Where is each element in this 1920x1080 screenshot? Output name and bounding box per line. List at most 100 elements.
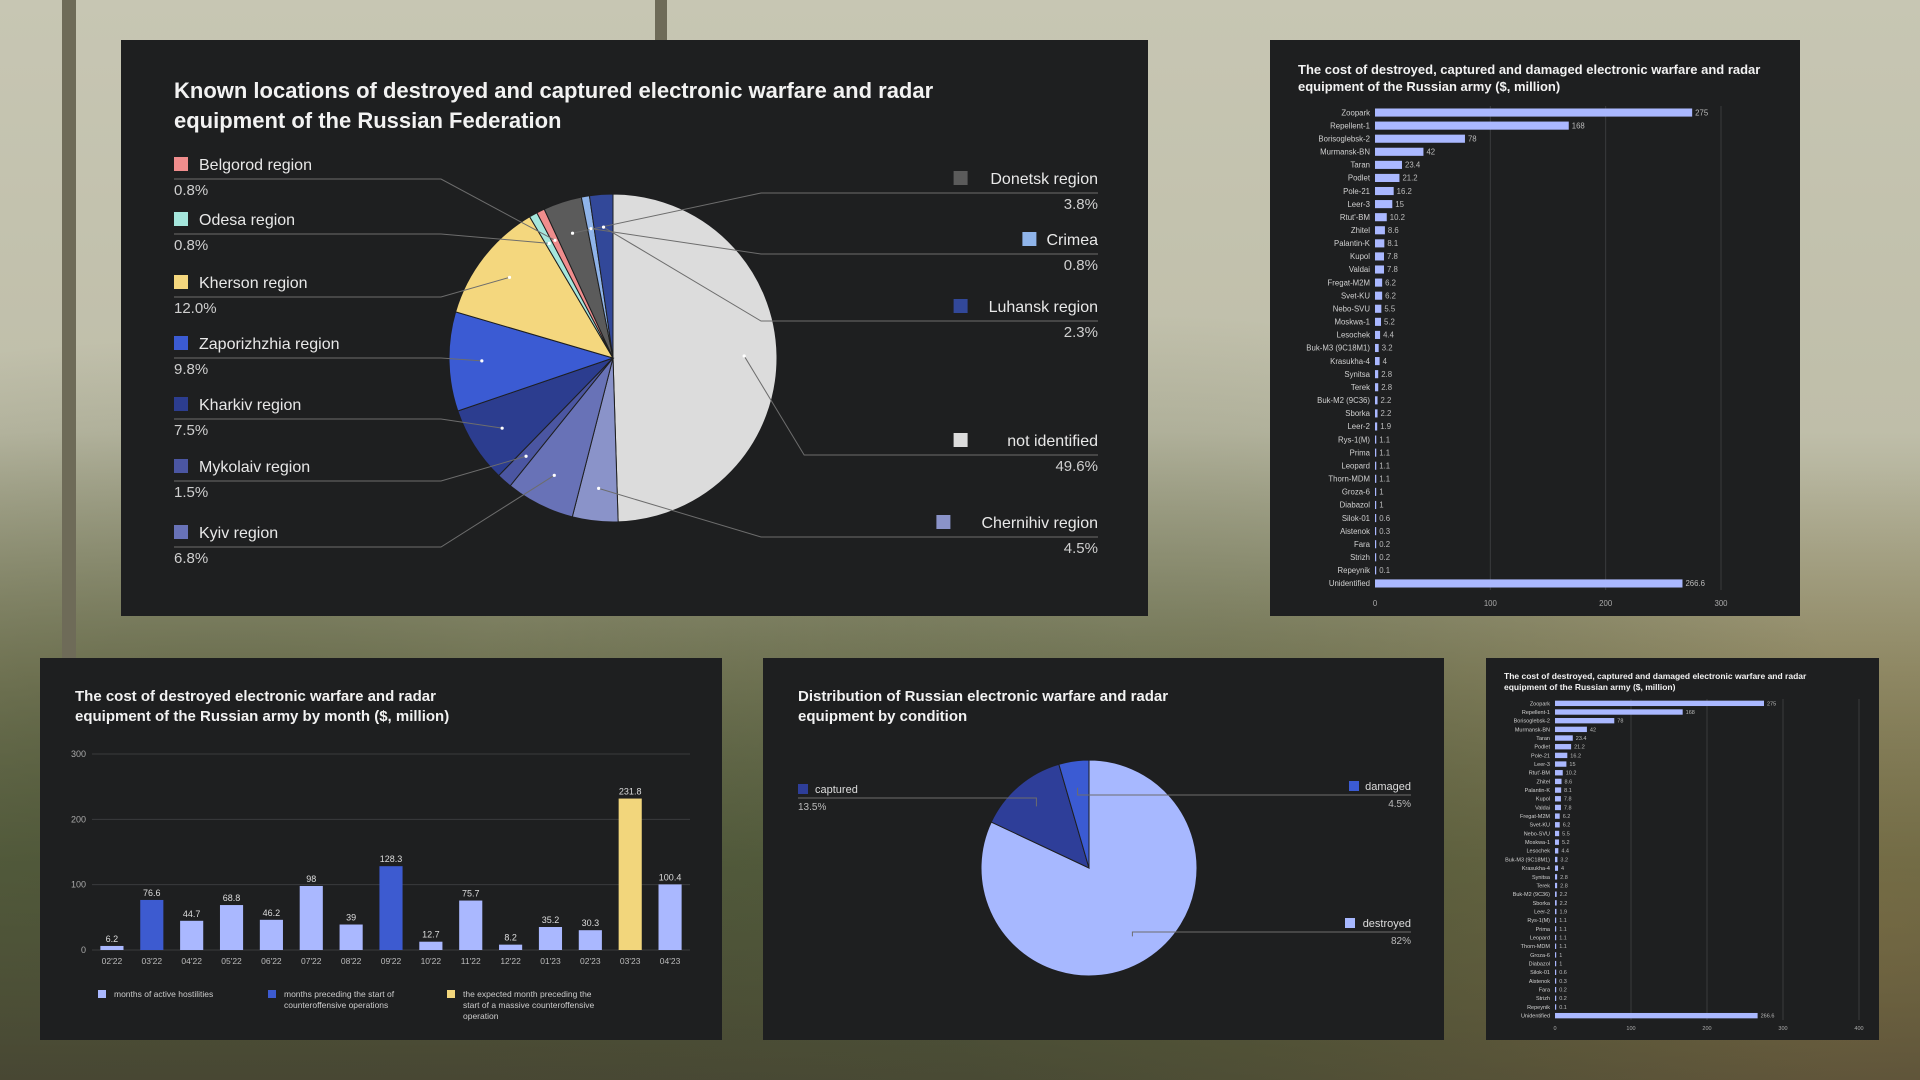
hbar2-value-pole-21: 16.2 (1570, 753, 1581, 759)
hbar1-label-leer-2: Leer-2 (1347, 422, 1370, 431)
hbar1-value-repellent-1: 168 (1572, 121, 1585, 130)
vbar-ytick-0: 0 (81, 945, 86, 955)
monthly-cost-panel: The cost of destroyed electronic warfare… (40, 658, 722, 1040)
hbar1-value-rtut-bm: 10.2 (1390, 213, 1405, 222)
vbar-bar-02-23 (578, 930, 602, 950)
hbar1-label-murmansk-bn: Murmansk-BN (1320, 148, 1370, 157)
hbar2-value-zhitel: 8.6 (1565, 779, 1573, 785)
vbar-xtick-04-22: 04'22 (181, 956, 202, 966)
monthly-cost-chart: The cost of destroyed electronic warfare… (71, 688, 690, 1021)
hbar1-bar-podlet (1375, 173, 1400, 183)
hbar1-value-moskwa-1: 5.2 (1384, 318, 1395, 327)
equipment-cost-panel-small: The cost of destroyed, captured and dama… (1486, 658, 1879, 1040)
hbar1-label-svet-ku: Svet-KU (1341, 291, 1370, 300)
hbar2-value-krasukha-4: 4 (1561, 866, 1564, 872)
hbar1-bar-murmansk-bn (1375, 147, 1424, 156)
leader-dot-odesa-region (547, 241, 551, 245)
hbar2-bar-palantin-k (1555, 787, 1562, 793)
hbar2-value-lesochek: 4.4 (1561, 849, 1569, 855)
vbar-legend-label-2-line-1: months preceding the start of (284, 989, 395, 999)
hbar2-value-strizh: 0.2 (1559, 996, 1567, 1002)
hbar1-xtick-0: 0 (1373, 599, 1378, 608)
hbar2-bar-terek (1555, 882, 1558, 889)
hbar2-value-leer-2: 1.9 (1559, 909, 1567, 915)
hbar2-label-lesochek: Lesochek (1526, 849, 1550, 855)
hbar2-label-sborka: Sborka (1533, 901, 1551, 907)
hbar1-value-taran: 23.4 (1405, 161, 1421, 170)
hbar1-bar-zoopark (1375, 108, 1693, 117)
hbar1-label-prima: Prima (1350, 448, 1371, 457)
vbar-ytick-300: 300 (71, 749, 86, 759)
vbar-legend-label-3-line-1: the expected month preceding the (463, 989, 592, 999)
pie2-legend-captured-label: captured (815, 784, 858, 796)
legend-kherson-region-pct: 12.0% (174, 300, 217, 317)
hbar1-label-terek: Terek (1351, 383, 1370, 392)
condition-pie-panel: Distribution of Russian electronic warfa… (763, 658, 1444, 1040)
hbar1-label-borisoglebsk-2: Borisoglebsk-2 (1318, 134, 1370, 143)
hbar1-bar-silok-01 (1375, 513, 1377, 523)
hbar2-title-line-2: equipment of the Russian army ($, millio… (1504, 682, 1676, 692)
legend-zaporizhzhia-region-swatch (174, 336, 188, 350)
hbar2-label-valdai: Valdai (1535, 805, 1550, 811)
hbar2-label-repeynik: Repeynik (1527, 1005, 1550, 1011)
hbar2-label-svet-ku: Svet-KU (1530, 823, 1551, 829)
hbar2-label-leopard: Leopard (1530, 936, 1550, 942)
hbar2-xtick-200: 200 (1702, 1026, 1711, 1032)
vbar-bar-08-22 (339, 924, 363, 950)
hbar2-bar-sborka (1555, 900, 1557, 906)
pie2-title-line-1: Distribution of Russian electronic warfa… (798, 688, 1168, 705)
hbar2-label-kupol: Kupol (1536, 797, 1550, 803)
hbar1-label-repeynik: Repeynik (1337, 566, 1370, 575)
hbar1-label-kupol: Kupol (1350, 252, 1370, 261)
leader-dot-kyiv-region (552, 473, 556, 477)
hbar2-value-groza-6: 1 (1559, 953, 1562, 959)
vbar-xtick-12-22: 12'22 (500, 956, 521, 966)
leader-dot-donetsk-region (570, 231, 575, 235)
legend-mykolaiv-region-swatch (174, 459, 188, 473)
vbar-xtick-07-22: 07'22 (301, 956, 322, 966)
vbar-value-08-22: 39 (346, 913, 356, 923)
vbar-bar-12-22 (499, 944, 523, 950)
vbar-xtick-05-22: 05'22 (221, 956, 242, 966)
hbar1-value-synitsa: 2.8 (1381, 370, 1392, 379)
leader-dot-crimea (589, 227, 593, 231)
vbar-xtick-04-23: 04'23 (660, 956, 681, 966)
vbar-value-04-23: 100.4 (659, 872, 682, 882)
vbar-legend-label-2-line-2: counteroffensive operations (284, 1000, 388, 1010)
legend-chernihiv-region-swatch (936, 515, 951, 529)
legend-belgorod-region-swatch (174, 157, 188, 171)
hbar2-label-strizh: Strizh (1536, 996, 1550, 1002)
hbar2-label-thorn-mdm: Thorn-MDM (1521, 944, 1551, 950)
hbar1-bar-rys-1-m- (1375, 435, 1377, 444)
hbar2-bar-repeynik (1555, 1004, 1557, 1010)
vbar-title-line-2: equipment of the Russian army by month (… (75, 708, 449, 725)
hbar2-label-zoopark: Zoopark (1530, 701, 1550, 707)
locations-pie-chart: Known locations of destroyed and capture… (174, 78, 1098, 567)
hbar1-label-buk-m3-9c18m1-: Buk-M3 (9C18M1) (1306, 344, 1370, 353)
hbar1-label-unidentified: Unidentified (1329, 579, 1370, 588)
hbar2-label-palantin-k: Palantin-K (1525, 788, 1551, 794)
hbar2-label-buk-m2-9c36-: Buk-M2 (9C36) (1513, 892, 1550, 898)
legend-crimea-pct: 0.8% (1064, 257, 1098, 274)
hbar1-value-pole-21: 16.2 (1397, 187, 1412, 196)
pie2-legend-captured-swatch (798, 784, 808, 794)
hbar1-label-leopard: Leopard (1341, 461, 1370, 470)
hbar1-label-valdai: Valdai (1349, 265, 1370, 274)
hbar1-bar-valdai (1375, 265, 1384, 274)
hbar1-label-lesochek: Lesochek (1337, 331, 1370, 340)
hbar2-value-aistenok: 0.3 (1559, 979, 1567, 985)
hbar1-value-krasukha-4: 4 (1383, 357, 1388, 366)
hbar1-bar-taran (1375, 160, 1402, 169)
hbar2-bar-svet-ku (1555, 822, 1560, 828)
hbar1-bar-fregat-m2m (1375, 278, 1383, 287)
pie1-title-line-2: equipment of the Russian Federation (174, 108, 561, 133)
hbar1-value-thorn-mdm: 1.1 (1379, 475, 1390, 484)
legend-luhansk-region-label: Luhansk region (989, 299, 1098, 316)
hbar2-bar-aistenok (1555, 978, 1557, 984)
pie1-slice-luhansk-region (588, 193, 614, 359)
hbar2-value-thorn-mdm: 1.1 (1559, 944, 1567, 950)
hbar2-label-leer-3: Leer-3 (1534, 762, 1550, 768)
hbar2-value-leer-3: 15 (1569, 762, 1575, 768)
vbar-value-10-22: 12.7 (422, 930, 440, 940)
hbar2-label-nebo-svu: Nebo-SVU (1524, 831, 1550, 837)
